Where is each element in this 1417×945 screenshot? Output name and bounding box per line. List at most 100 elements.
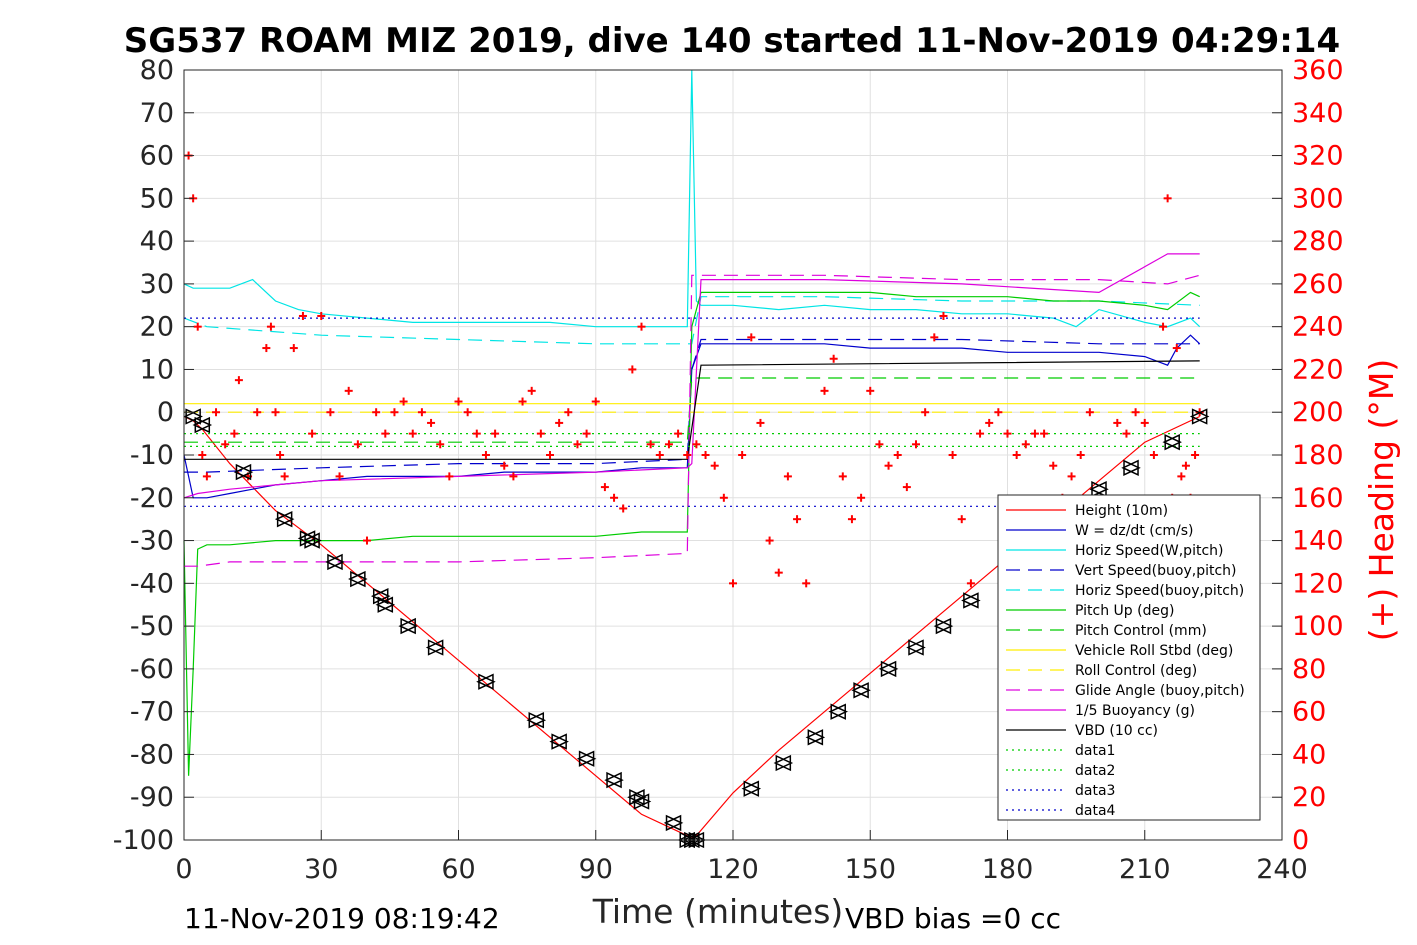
heading-point — [966, 579, 975, 588]
heading-point — [710, 461, 719, 470]
series-line-10 — [184, 274, 1200, 567]
legend-entry: data1 — [1006, 743, 1115, 759]
heading-point — [1131, 408, 1140, 417]
heading-point — [765, 536, 774, 545]
heading-point — [527, 386, 536, 395]
depth-marker — [851, 682, 871, 699]
heading-point — [884, 461, 893, 470]
heading-point — [276, 451, 285, 459]
legend-label: VBD (10 cc) — [1075, 723, 1158, 739]
depth-marker — [1121, 459, 1141, 477]
heading-point — [573, 440, 582, 449]
x-tick-label: 150 — [844, 854, 896, 885]
x-tick-label: 90 — [579, 854, 613, 885]
y-tick-label-left: 70 — [140, 98, 174, 129]
heading-point — [1140, 418, 1149, 427]
y-tick-label-right: 260 — [1292, 269, 1344, 300]
depth-marker — [325, 553, 345, 571]
heading-point — [372, 408, 381, 417]
right-axis-label: (+) Heading (°M) — [1362, 359, 1401, 641]
heading-point — [655, 451, 664, 459]
legend-entry: 1/5 Buoyancy (g) — [1006, 703, 1195, 719]
y-tick-label-left: 10 — [140, 354, 174, 385]
heading-point — [976, 429, 985, 438]
heading-point — [564, 408, 573, 417]
left-axis-ticks: 80 70 60 50 40 30 20 10 0 -10 -20 -30 -40 -50 -60 -70 -8… — [113, 55, 194, 856]
heading-point — [774, 568, 783, 577]
heading-point — [1030, 429, 1039, 438]
y-tick-label-left: -30 — [130, 526, 174, 557]
y-tick-label-left: -50 — [130, 611, 174, 642]
legend-entry: data3 — [1006, 783, 1115, 799]
heading-point — [427, 418, 436, 427]
legend-label: Vert Speed(buoy,pitch) — [1075, 563, 1237, 579]
x-tick-label: 240 — [1256, 854, 1308, 885]
heading-point — [500, 461, 509, 470]
x-tick-label: 210 — [1119, 854, 1171, 885]
heading-point — [738, 451, 747, 459]
depth-marker — [375, 596, 396, 613]
heading-point — [875, 440, 884, 449]
series-line-11 — [183, 253, 1200, 499]
depth-marker — [476, 673, 496, 690]
y-tick-label-right: 160 — [1292, 483, 1344, 514]
y-tick-label-left: -70 — [130, 697, 174, 728]
heading-point — [335, 472, 344, 481]
heading-point — [234, 376, 243, 385]
heading-point — [1149, 451, 1158, 459]
heading-point — [555, 418, 564, 427]
heading-point — [193, 322, 202, 331]
heading-point — [994, 408, 1003, 417]
heading-point — [1040, 429, 1049, 438]
legend-entry: Vehicle Roll Stbd (deg) — [1006, 643, 1233, 659]
y-tick-label-left: -100 — [113, 825, 174, 856]
y-tick-label-right: 80 — [1292, 654, 1326, 685]
depth-marker — [1162, 433, 1182, 451]
y-tick-label-right: 140 — [1292, 526, 1344, 557]
heading-point — [600, 483, 609, 492]
heading-point — [591, 397, 600, 406]
heading-point — [793, 515, 802, 524]
heading-point — [637, 322, 646, 331]
heading-point — [408, 429, 417, 438]
depth-marker — [961, 592, 981, 609]
heading-point — [1012, 451, 1021, 459]
depth-marker — [741, 780, 762, 797]
heading-point — [417, 408, 426, 417]
heading-point — [202, 472, 211, 481]
heading-point — [619, 504, 628, 513]
depth-marker — [183, 408, 203, 425]
heading-point — [230, 429, 239, 438]
heading-point — [390, 408, 399, 417]
heading-point — [1021, 440, 1030, 449]
y-tick-label-left: -20 — [130, 483, 174, 514]
y-tick-label-left: -10 — [130, 440, 174, 471]
x-tick-label: 120 — [707, 854, 759, 885]
heading-point — [857, 493, 866, 502]
heading-point — [1177, 472, 1186, 481]
depth-marker — [192, 416, 213, 434]
heading-point — [509, 472, 518, 481]
heading-point — [317, 311, 326, 320]
heading-point — [1076, 451, 1085, 459]
y-tick-label-right: 220 — [1292, 354, 1344, 385]
heading-point — [692, 440, 701, 449]
heading-point — [1122, 429, 1131, 438]
depth-marker — [805, 729, 826, 746]
heading-point — [1163, 194, 1172, 203]
heading-point — [838, 472, 847, 481]
y-tick-label-left: -40 — [130, 568, 174, 599]
heading-point — [308, 429, 317, 438]
depth-marker — [878, 660, 899, 678]
x-tick-label: 30 — [304, 854, 338, 885]
heading-point — [363, 536, 371, 545]
legend-label: Pitch Control (mm) — [1075, 623, 1207, 639]
series-line-5 — [183, 296, 1200, 345]
series-line-6 — [183, 291, 1200, 776]
legend-label: Roll Control (deg) — [1075, 663, 1197, 679]
depth-marker — [576, 750, 597, 767]
y-tick-label-right: 0 — [1292, 825, 1309, 856]
heading-point — [912, 440, 920, 449]
heading-point — [463, 408, 472, 417]
legend-entry: Horiz Speed(buoy,pitch) — [1006, 583, 1244, 599]
